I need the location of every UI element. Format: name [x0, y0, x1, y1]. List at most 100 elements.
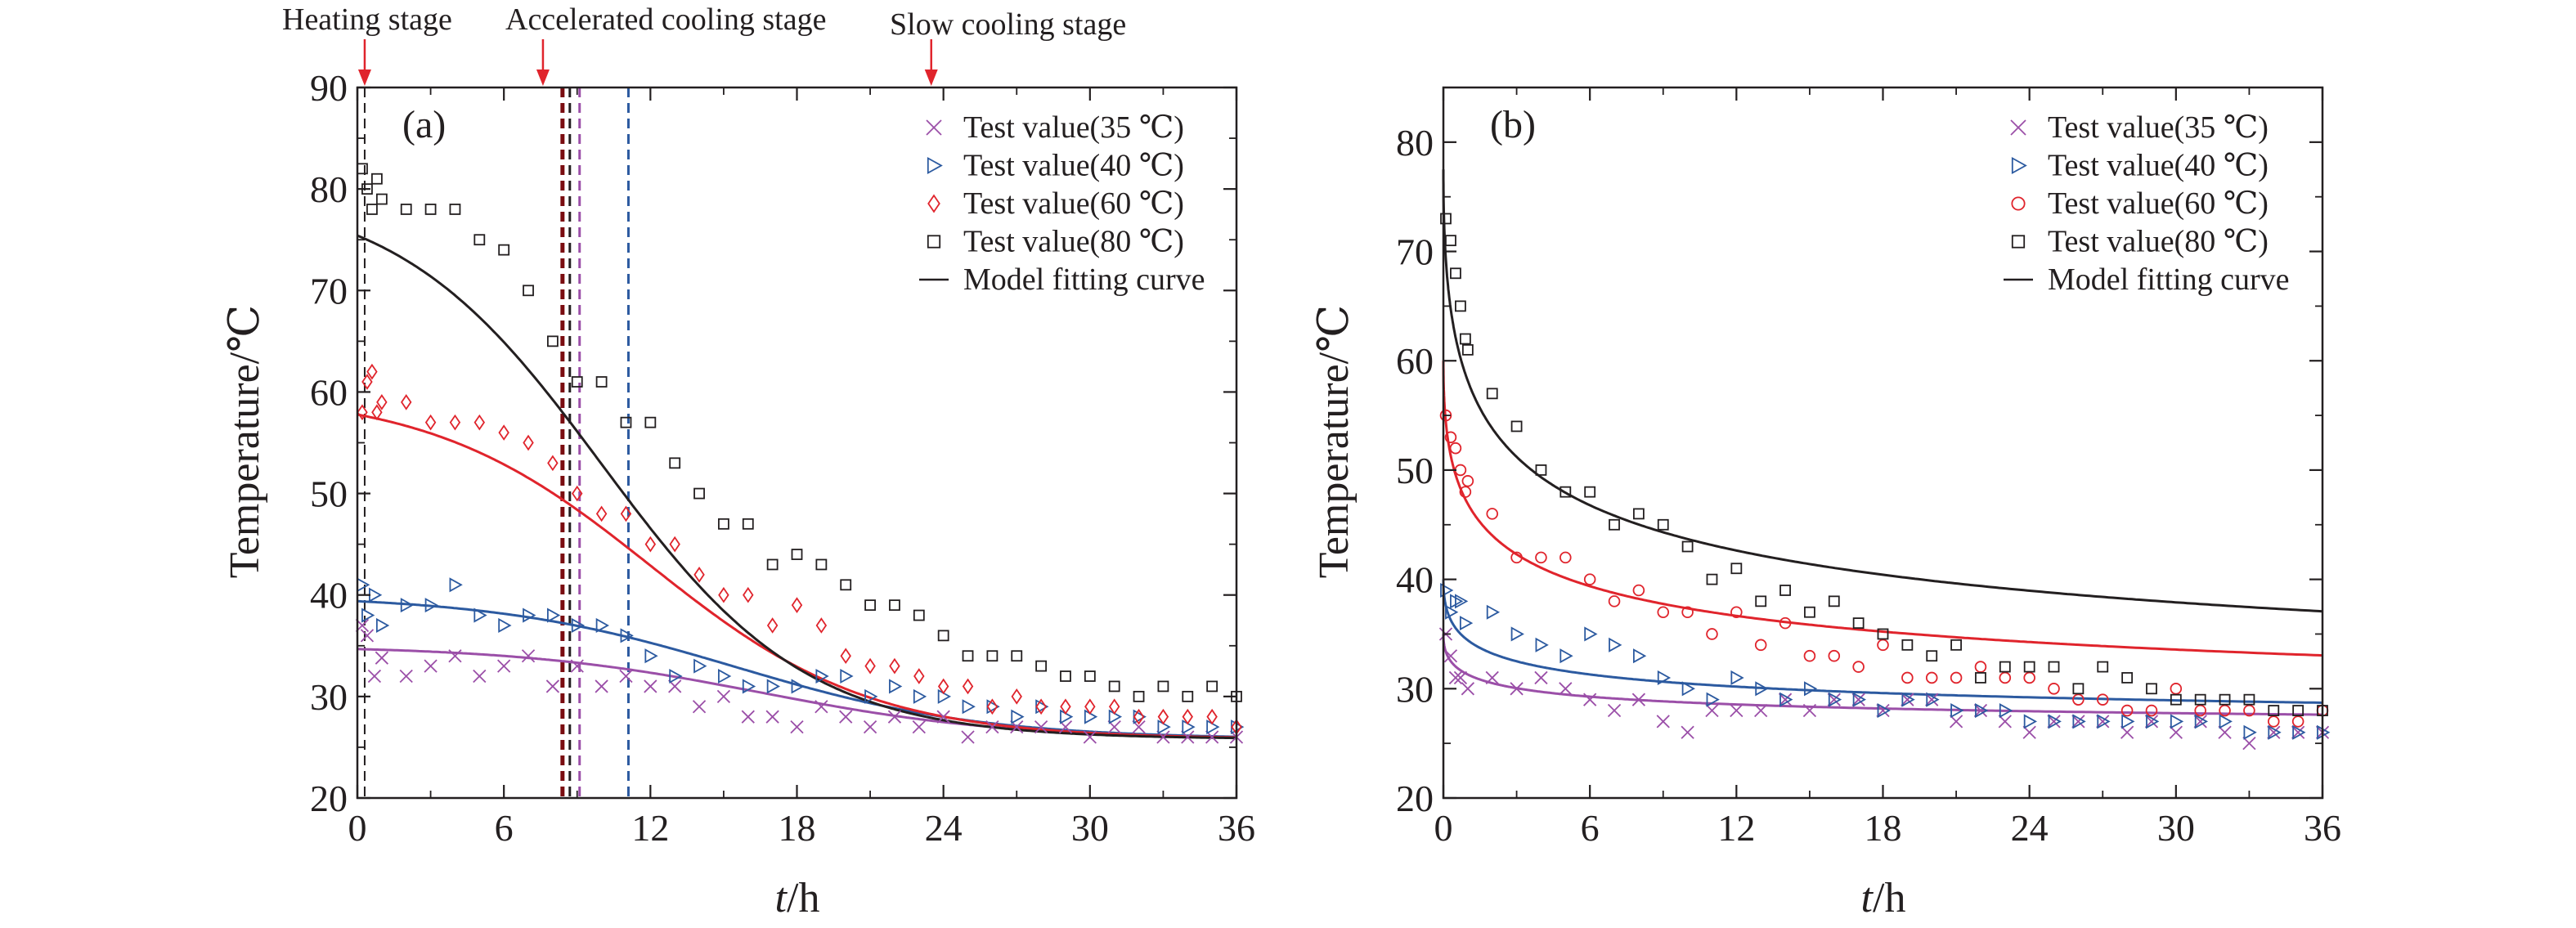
- data-point: [2097, 661, 2109, 673]
- data-point: [595, 376, 608, 388]
- data-point: [1510, 682, 1524, 696]
- data-point: [962, 678, 974, 695]
- data-point: [2022, 725, 2036, 739]
- data-point: [1828, 692, 1842, 707]
- y-tick-label: 70: [310, 270, 348, 312]
- x-tick-label: 18: [1865, 807, 1902, 849]
- data-point: [2170, 683, 2183, 695]
- data-point: [1035, 698, 1047, 715]
- data-point: [1852, 661, 1865, 673]
- data-point: [1535, 464, 1547, 476]
- marker-stroke: [765, 710, 779, 724]
- y-tick-label: 20: [1396, 778, 1434, 819]
- marker-stroke: [1827, 693, 1841, 706]
- data-point: [571, 376, 583, 388]
- data-point: [620, 416, 632, 428]
- legend-marker: [927, 235, 941, 249]
- data-point: [1510, 420, 1523, 433]
- data-point: [693, 487, 705, 500]
- data-point: [1609, 518, 1620, 531]
- data-point: [936, 710, 950, 724]
- data-point: [375, 617, 390, 633]
- data-point: [2072, 714, 2086, 729]
- data-point: [1950, 703, 1964, 719]
- axes: [356, 86, 1238, 800]
- data-point: [1453, 670, 1468, 685]
- data-point: [497, 659, 511, 673]
- data-point: [791, 597, 803, 613]
- y-axis-title: Temperature/℃: [222, 305, 268, 579]
- x-axis-title: t/h: [775, 875, 820, 921]
- data-point: [595, 617, 609, 633]
- marker-stroke: [497, 659, 511, 673]
- legend-marker: [927, 156, 943, 175]
- data-point: [1851, 693, 1865, 706]
- data-point: [572, 485, 583, 502]
- data-point: [1157, 680, 1169, 693]
- data-point: [1998, 715, 2012, 729]
- marker-stroke: [1607, 703, 1622, 718]
- data-point: [357, 404, 368, 421]
- data-point: [2072, 693, 2085, 706]
- data-point: [790, 720, 804, 734]
- data-point: [2121, 714, 2135, 729]
- data-point: [1779, 585, 1791, 596]
- legend-label: Test value(35 ℃): [2048, 110, 2269, 145]
- marker-stroke: [1510, 682, 1524, 696]
- stage-arrow-head: [924, 69, 938, 86]
- data-point: [1182, 708, 1193, 725]
- data-point: [669, 668, 683, 684]
- data-point: [1925, 671, 1938, 684]
- data-point: [523, 434, 534, 451]
- data-point: [913, 609, 925, 621]
- data-points: [355, 163, 1245, 744]
- data-point: [1035, 660, 1048, 672]
- marker-stroke: [1010, 720, 1024, 734]
- marker-stroke: [1876, 703, 1890, 718]
- marker-stroke: [1453, 670, 1468, 685]
- y-tick-label: 20: [310, 778, 348, 819]
- data-point: [644, 536, 657, 553]
- data-point: [619, 669, 633, 684]
- data-point: [1560, 486, 1572, 498]
- data-point: [986, 698, 999, 715]
- data-point: [620, 505, 632, 522]
- data-point: [1445, 604, 1459, 620]
- marker-stroke: [692, 700, 707, 714]
- data-point: [1461, 343, 1474, 356]
- data-point: [473, 607, 487, 623]
- data-point: [1656, 715, 1670, 729]
- data-point: [595, 505, 608, 522]
- marker-stroke: [1778, 693, 1793, 706]
- data-point: [545, 679, 560, 693]
- x-tick-label: 18: [779, 807, 816, 849]
- data-point: [1828, 649, 1841, 662]
- marker-stroke: [2010, 119, 2026, 136]
- data-point: [1778, 693, 1793, 706]
- marker-stroke: [741, 710, 755, 724]
- data-point: [693, 658, 707, 674]
- data-point: [1486, 508, 1498, 520]
- data-point: [1779, 616, 1792, 630]
- data-point: [2291, 715, 2304, 728]
- y-tick-label: 60: [1396, 340, 1434, 382]
- x-tick-label: 12: [1717, 807, 1755, 849]
- data-point: [2170, 714, 2184, 729]
- data-point: [1486, 604, 1501, 620]
- data-point: [1632, 648, 1647, 664]
- marker-stroke: [367, 669, 382, 684]
- y-tick-label: 40: [1396, 559, 1434, 601]
- data-point: [424, 598, 438, 613]
- data-point: [2170, 693, 2182, 706]
- marker-stroke: [790, 720, 804, 734]
- y-tick-label: 60: [310, 371, 348, 413]
- data-point: [1445, 235, 1456, 247]
- data-point: [2120, 725, 2134, 739]
- data-point: [889, 679, 903, 694]
- data-point: [863, 720, 877, 734]
- data-point: [424, 204, 437, 215]
- data-point: [1730, 703, 1744, 718]
- data-point: [864, 599, 876, 612]
- marker-stroke: [448, 649, 462, 663]
- data-point: [399, 669, 413, 684]
